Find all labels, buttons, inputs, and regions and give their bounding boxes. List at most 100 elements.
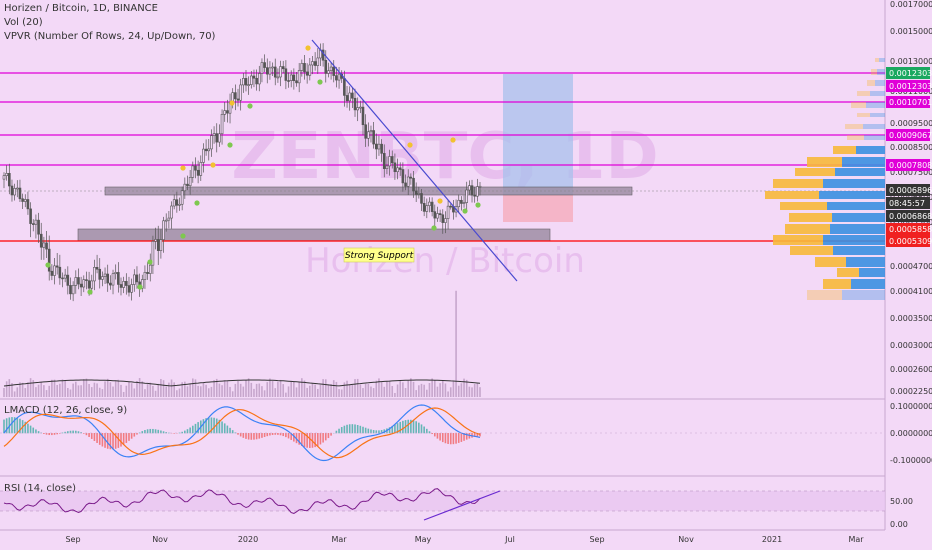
macd-hist-bar [391, 425, 394, 434]
macd-hist-bar [59, 433, 61, 434]
volume-bar [90, 387, 93, 397]
volume-bar [176, 390, 178, 397]
candle-body [127, 285, 131, 293]
candle-body [180, 190, 184, 205]
macd-hist-bar [109, 433, 112, 450]
macd-hist-bar [277, 433, 279, 435]
volume-bar [114, 380, 117, 397]
volume-bar [247, 378, 250, 397]
volume-bar [128, 381, 130, 397]
vpvr-down-bar [789, 213, 832, 222]
vpvr-up-bar [870, 113, 885, 117]
volume-bar [407, 380, 410, 397]
price-tag-label: 0.0010701 [889, 98, 932, 107]
macd-hist-bar [120, 433, 122, 447]
candle-body [69, 285, 72, 295]
volume-bar [386, 381, 388, 397]
signal-marker [180, 233, 186, 239]
vpvr-up-bar [842, 290, 885, 300]
macd-hist-bar [221, 421, 223, 434]
macd-hist-bar [340, 427, 343, 434]
rsi-trendline[interactable] [423, 490, 501, 521]
macd-hist-bar [162, 431, 165, 434]
candle-body [287, 80, 290, 82]
volume-bar [258, 383, 261, 397]
candle-body [95, 266, 99, 270]
volume-bar [245, 379, 247, 397]
rsi-axis: 50.00 0.00 [890, 497, 913, 529]
price-tag-bg [886, 96, 930, 108]
candle-body [148, 264, 152, 274]
candle-body [199, 162, 203, 176]
vpvr-down-bar [773, 179, 823, 188]
macd-hist-bar [218, 419, 221, 434]
horizontal-levels [0, 72, 885, 242]
vpvr-up-bar [823, 235, 885, 245]
candle-body [348, 92, 351, 102]
candle-body [21, 198, 24, 202]
candle-body [417, 193, 421, 195]
candle-body [279, 66, 282, 78]
candle-body [29, 208, 32, 224]
price-tag-label: 08:45:57 [889, 199, 925, 208]
rsi-tick-label: 50.00 [890, 497, 913, 506]
volume-bar [120, 384, 122, 397]
vpvr-down-bar [823, 279, 851, 289]
time-axis[interactable]: Sep Nov 2020 Mar May Jul Sep Nov 2021 Mar [65, 535, 864, 544]
vpvr-up-bar [851, 279, 885, 289]
strong-support-annotation[interactable]: Strong Support [343, 247, 415, 263]
annotation-text: Strong Support [345, 251, 414, 261]
candle-body [220, 114, 224, 135]
macd-hist-bar [160, 430, 162, 434]
signal-marker [210, 162, 216, 168]
candle-body [77, 277, 80, 285]
candle-body [420, 193, 423, 204]
volume-bar [133, 388, 136, 397]
volume-bar [85, 378, 88, 397]
macd-hist-bar [173, 433, 175, 434]
price-tick-label: 0.0003000 [890, 341, 932, 350]
macd-hist-bar [141, 431, 144, 434]
macd-hist-bar [77, 431, 80, 434]
candle-body [449, 205, 453, 208]
candle-body [462, 202, 466, 204]
candle-body [186, 183, 189, 187]
price-tag-bg [886, 80, 930, 92]
macd-hist-bar [457, 433, 460, 443]
price-tick-label: 0.0002600 [890, 365, 932, 374]
candle-body [345, 95, 349, 102]
macd-hist-bar [189, 427, 191, 434]
candle-body [295, 80, 298, 84]
downtrend-line[interactable] [311, 39, 518, 282]
volume-bar [383, 386, 386, 397]
macd-hist-bar [82, 433, 85, 434]
macd-hist-bar [309, 433, 311, 448]
price-tick-label: 0.0013000 [890, 57, 932, 66]
vpvr-down-bar [807, 290, 842, 300]
stop-zone [503, 195, 573, 222]
volume-bar [130, 383, 133, 397]
macd-hist-bar [335, 430, 338, 434]
volume-bar [48, 385, 51, 397]
candle-body [196, 169, 200, 176]
candle-body [329, 66, 333, 72]
volume-bar [410, 378, 412, 397]
macd-hist-bar [53, 433, 56, 435]
macd-hist-bar [399, 421, 402, 434]
candle-body [476, 186, 479, 197]
macd-hist-bar [354, 424, 356, 434]
vpvr-down-bar [773, 235, 823, 245]
time-tick-label: Nov [678, 535, 694, 544]
macd-hist-bar [362, 426, 364, 434]
volume-bar [93, 382, 96, 397]
candle-body [292, 74, 296, 81]
time-tick-label: Mar [848, 535, 864, 544]
macd-hist-bar [444, 433, 447, 444]
candle-body [398, 167, 402, 170]
macd-hist-bar [348, 424, 351, 434]
macd-hist-bar [45, 433, 48, 435]
volume-bar [8, 379, 11, 397]
vpvr-up-bar [859, 268, 885, 277]
price-tag-bg [886, 197, 930, 209]
